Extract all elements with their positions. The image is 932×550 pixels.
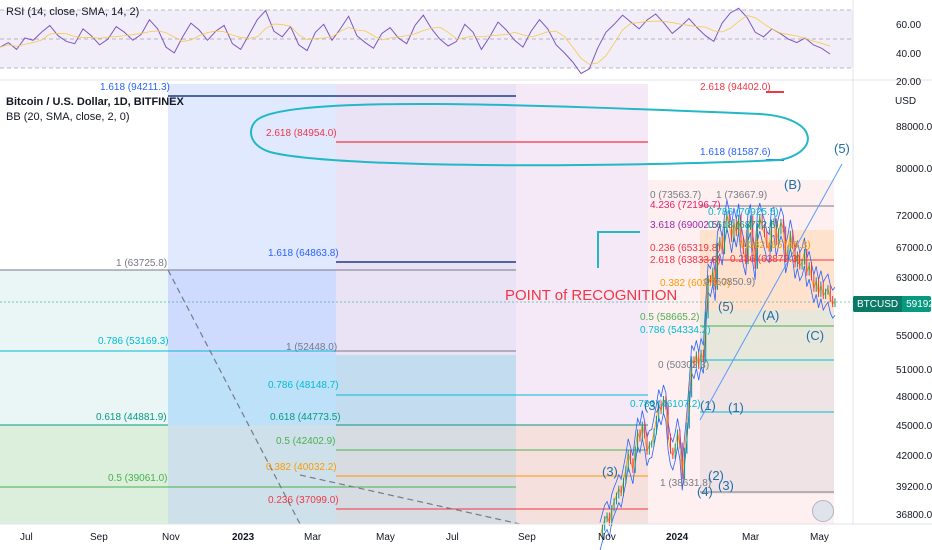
fib-label: 1 (73667.9) xyxy=(716,190,767,201)
time-tick: Jul xyxy=(446,532,459,543)
price-tick: 55000.0 xyxy=(896,331,932,342)
fib-label: 0.5 (58665.2) xyxy=(640,312,700,323)
price-tick: 51000.0 xyxy=(896,365,932,376)
rsi-tick: 40.00 xyxy=(896,49,921,60)
fib-label: 0.382 (40032.2) xyxy=(266,462,337,473)
time-tick: 2024 xyxy=(666,532,689,543)
fib-label: 2.618 (63833.8) xyxy=(650,255,721,266)
time-tick: May xyxy=(810,532,829,543)
fib-label: 0.786 (70925.5) xyxy=(708,207,779,218)
fib-label: 0.382 (60279.7) xyxy=(660,278,731,289)
time-tick: 2023 xyxy=(232,532,255,543)
fib-label: 4.236 (72196.7) xyxy=(650,200,721,211)
fib-label: 1.618 (64863.8) xyxy=(268,248,339,259)
wave-label: (4) xyxy=(697,484,713,499)
symbol-title: Bitcoin / U.S. Dollar, 1D, BITFINEX xyxy=(6,96,184,108)
fib-label: 0.236 (63872.3) xyxy=(730,254,801,265)
fib-label: 0.236 (65319.8) xyxy=(650,243,721,254)
fib-label: 0.618 (44773.5) xyxy=(270,412,341,423)
rsi-line xyxy=(0,7,831,75)
projection-line xyxy=(699,163,843,421)
time-tick: Jul xyxy=(20,532,33,543)
fib-label: 0 (50302.3) xyxy=(658,360,709,371)
rsi-legend-text: RSI (14, close, SMA, 14, 2) xyxy=(6,6,140,18)
recognition-arrow xyxy=(597,231,640,268)
wave-label: (2) xyxy=(708,468,724,483)
time-axis[interactable]: Jul Sep Nov 2023 Mar May Jul Sep Nov 2024 Mar May xyxy=(20,532,829,543)
price-plot xyxy=(599,199,836,550)
last-price-value: 59192.0 xyxy=(906,298,932,310)
currency-label[interactable]: USD xyxy=(895,96,917,107)
fib-label: 0.5 (39061.0) xyxy=(108,473,168,484)
wave-label: (A) xyxy=(762,308,779,323)
fib-label: 0 (73563.7) xyxy=(650,190,701,201)
fib-label: 0.618 (68772.6) xyxy=(708,220,779,231)
bb-legend[interactable]: BB (20, SMA, close, 2, 0) xyxy=(6,111,130,123)
rsi-tick: 20.00 xyxy=(896,77,921,88)
time-tick: Mar xyxy=(304,532,322,543)
fib-label: 1 (38631.8) xyxy=(660,478,711,489)
fib-label: 0.786 (54334.2) xyxy=(640,325,711,336)
price-tick: 48000.0 xyxy=(896,392,932,403)
time-tick: Nov xyxy=(598,532,616,543)
price-tick: 63000.0 xyxy=(896,273,932,284)
time-tick: May xyxy=(376,532,395,543)
price-tick: 80000.0 xyxy=(896,164,932,175)
wave-label: (B) xyxy=(784,177,801,192)
bb-legend-text: BB (20, SMA, close, 2, 0) xyxy=(6,111,130,123)
rsi-panel xyxy=(0,0,853,80)
price-tick: 67000.0 xyxy=(896,243,932,254)
wave-label: (1) xyxy=(700,398,716,413)
time-tick: Sep xyxy=(90,532,108,543)
fib-label: 0.786 (46107.2) xyxy=(630,399,701,410)
fib-label: 2.618 (84954.0) xyxy=(266,128,337,139)
rsi-tick: 60.00 xyxy=(896,20,921,31)
rsi-sma-line xyxy=(0,14,831,65)
price-tick: 42000.0 xyxy=(896,451,932,462)
dashed-trend xyxy=(167,269,301,525)
wave-label: (3) xyxy=(602,464,618,479)
wave-label: (C) xyxy=(806,328,824,343)
price-tick: 39200.0 xyxy=(896,482,932,493)
wave-label: (5) xyxy=(834,141,850,156)
fib-label: 1.618 (94211.3) xyxy=(100,82,170,93)
wave-label: (3) xyxy=(718,478,734,493)
fib-label: 1.618 (81587.6) xyxy=(700,147,771,158)
wave-label: (1) xyxy=(728,400,744,415)
last-price-badge: BTCUSD 59192.0 xyxy=(853,296,932,312)
fib-label: 3.618 (69002.5) xyxy=(650,220,721,231)
price-tick: 88000.0 xyxy=(896,122,932,133)
time-tick: Mar xyxy=(742,532,760,543)
time-tick: Nov xyxy=(162,532,180,543)
wave-label: (5) xyxy=(718,299,734,314)
price-tick: 45000.0 xyxy=(896,421,932,432)
fib-label: 0.382 (65749.3) xyxy=(740,240,811,251)
fib-label: 0.618 (44881.9) xyxy=(96,412,167,423)
fib-label: 1 (52448.0) xyxy=(286,342,337,353)
price-tick: 36800.0 xyxy=(896,510,932,521)
fib-label: 2.618 (94402.0) xyxy=(700,82,771,93)
last-price-symbol: BTCUSD xyxy=(853,296,903,312)
us-flag-icon[interactable] xyxy=(812,500,834,522)
fib-label: 1 (63725.8) xyxy=(116,258,167,269)
price-axis[interactable]: 88000.0 80000.0 72000.0 67000.0 63000.0 55000… xyxy=(896,20,932,521)
fib-text-layer: 1.618 (94211.3) 2.618 (84954.0) 1.618 (815… xyxy=(96,82,811,506)
recognition-ellipse xyxy=(250,102,809,167)
fib-lines xyxy=(0,91,853,510)
fib-label: 0.786 (48148.7) xyxy=(268,380,339,391)
symbol-legend[interactable]: Bitcoin / U.S. Dollar, 1D, BITFINEX xyxy=(6,96,184,108)
fib-label: 0.786 (53169.3) xyxy=(98,336,169,347)
wave-label: (3) xyxy=(644,398,660,413)
time-tick: Sep xyxy=(518,532,536,543)
fib-label: 0.5 (42402.9) xyxy=(276,436,336,447)
rsi-legend[interactable]: RSI (14, close, SMA, 14, 2) xyxy=(6,6,139,18)
fib-label: 0.236 (37099.0) xyxy=(268,495,339,506)
dashed-trend-2 xyxy=(299,474,521,525)
recognition-label: POINT of RECOGNITION xyxy=(505,287,677,304)
price-tick: 72000.0 xyxy=(896,211,932,222)
wave-text-layer: (5) (B) (A) (C) (3) (5) (3) (1) (2)(4) (3) (1) xyxy=(602,141,850,499)
bb-upper-band xyxy=(599,199,836,523)
fib-label: 0 (60850.9) xyxy=(704,277,755,288)
